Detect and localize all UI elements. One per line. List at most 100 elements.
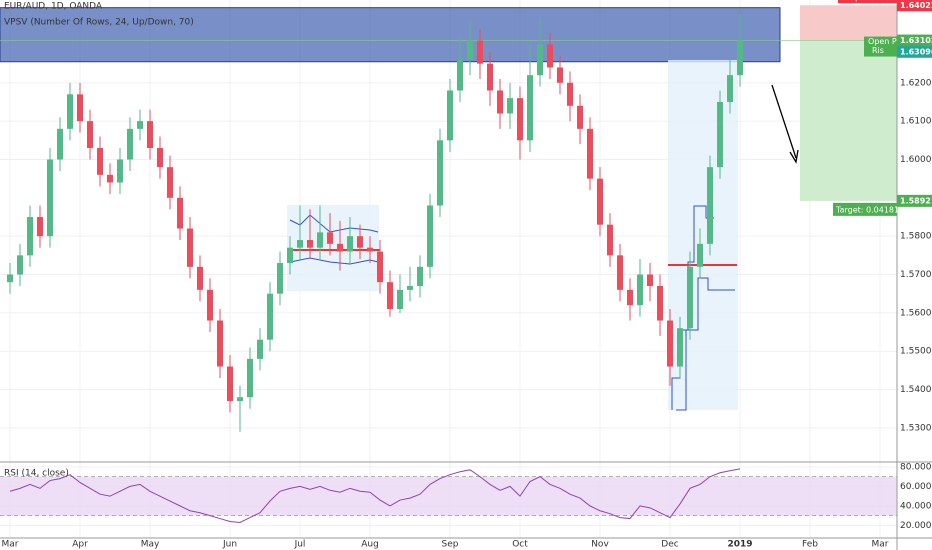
candle-body [337, 243, 343, 252]
x-tick-label: Jun [222, 540, 237, 550]
y-tick-label: 1.56000 [900, 308, 932, 318]
plot-layer [7, 13, 743, 523]
candle-body [307, 240, 313, 248]
candle-body [637, 274, 643, 306]
candle-body [67, 94, 73, 129]
candle-body [27, 217, 33, 256]
candle-body [447, 90, 453, 141]
y-tick-label: 1.62000 [900, 78, 932, 88]
candle-body [507, 98, 513, 114]
candle-body [87, 121, 93, 148]
rsi-title: RSI (14, close) [4, 469, 69, 479]
y-tick-label: 1.60000 [900, 155, 932, 165]
x-tick-label: Mar [2, 540, 19, 550]
arrow-head [789, 149, 799, 164]
candle-body [137, 121, 143, 129]
y-tick-label: 1.55000 [900, 347, 932, 357]
candle-body [107, 174, 113, 183]
candle-body [667, 320, 673, 367]
candle-body [97, 147, 103, 175]
candle-body [547, 44, 553, 68]
candle-body [117, 159, 123, 183]
candle-body [657, 286, 663, 321]
candle-body [57, 128, 63, 160]
supply-zone [0, 7, 781, 63]
x-tick-label: May [141, 540, 160, 550]
candle-body [587, 128, 593, 179]
candle-body [327, 232, 333, 244]
candle-body [617, 255, 623, 290]
candle-body [477, 40, 483, 64]
candle-body [77, 94, 83, 122]
candle-body [237, 397, 243, 402]
x-tick-label: Aug [361, 540, 379, 550]
candle-body [277, 263, 283, 294]
candle-body [467, 40, 473, 60]
stop-label: Stop: 0.00920 [842, 0, 899, 2]
candle-body [167, 167, 173, 198]
x-tick-label: Mar [872, 540, 889, 550]
candle-body [17, 255, 23, 275]
y-tick-label: 20.0000 [900, 521, 932, 531]
candle-body [437, 140, 443, 206]
candle-body [677, 328, 683, 367]
candle-body [147, 121, 153, 148]
candle-body [347, 236, 353, 252]
candle-body [287, 247, 293, 264]
candle-body [647, 274, 653, 287]
y-tick-label: 80.0000 [900, 462, 932, 472]
x-tick-label: Apr [72, 540, 88, 550]
candle-body [597, 178, 603, 225]
target-price-label: 1.58921 [900, 196, 932, 205]
ratio-label: Ris [872, 46, 884, 55]
candle-body [177, 197, 183, 229]
candle-body [227, 366, 233, 402]
rsi-band [0, 476, 897, 516]
vp-line [676, 277, 735, 411]
candle-body [37, 217, 43, 237]
vp-box [287, 205, 379, 291]
candle-body [457, 59, 463, 91]
candle-body [297, 240, 303, 248]
candle-body [357, 236, 363, 248]
candle-body [7, 274, 13, 283]
x-tick-label: Nov [591, 540, 609, 550]
candle-body [577, 105, 583, 129]
y-tick-label: 1.54000 [900, 385, 932, 395]
candle-body [607, 224, 613, 256]
candle-body [537, 44, 543, 76]
candle-body [197, 266, 203, 290]
candle-body [487, 63, 493, 91]
y-tick-label: 40.0000 [900, 501, 932, 511]
candle-body [497, 90, 503, 114]
x-tick-label: Sep [442, 540, 459, 550]
candle-body [417, 266, 423, 287]
candle-body [127, 128, 133, 160]
last-price-label-bg [897, 45, 932, 58]
stop-area [800, 5, 897, 41]
candle-body [157, 147, 163, 168]
candle-body [247, 358, 253, 398]
y-tick-label: 1.57000 [900, 270, 932, 280]
y-tick-label: 60.0000 [900, 482, 932, 492]
y-tick-label: 1.61000 [900, 117, 932, 127]
candle-body [697, 243, 703, 267]
candle-body [217, 320, 223, 367]
candle-body [317, 232, 323, 248]
rsi-line [9, 468, 741, 523]
last-price-label: 1.63096 [900, 47, 932, 56]
target-price-label-bg [897, 194, 932, 207]
x-tick-label: 2019 [727, 540, 752, 550]
indicator-title: VPSV (Number Of Rows, 24, Up/Down, 70) [4, 18, 194, 28]
candle-body [427, 205, 433, 267]
y-tick-label: 1.53000 [900, 423, 932, 433]
candle-body [517, 98, 523, 141]
candle-body [687, 266, 693, 329]
candle-body [707, 167, 713, 244]
chart-title: EUR/AUD, 1D, OANDA [4, 2, 103, 12]
x-tick-label: Oct [512, 540, 528, 550]
stop-price-label: 1.64022 [900, 1, 932, 10]
entry-price-label: 1.63102 [900, 36, 932, 45]
x-tick-label: Jul [294, 540, 306, 550]
x-tick-label: Feb [802, 540, 818, 550]
